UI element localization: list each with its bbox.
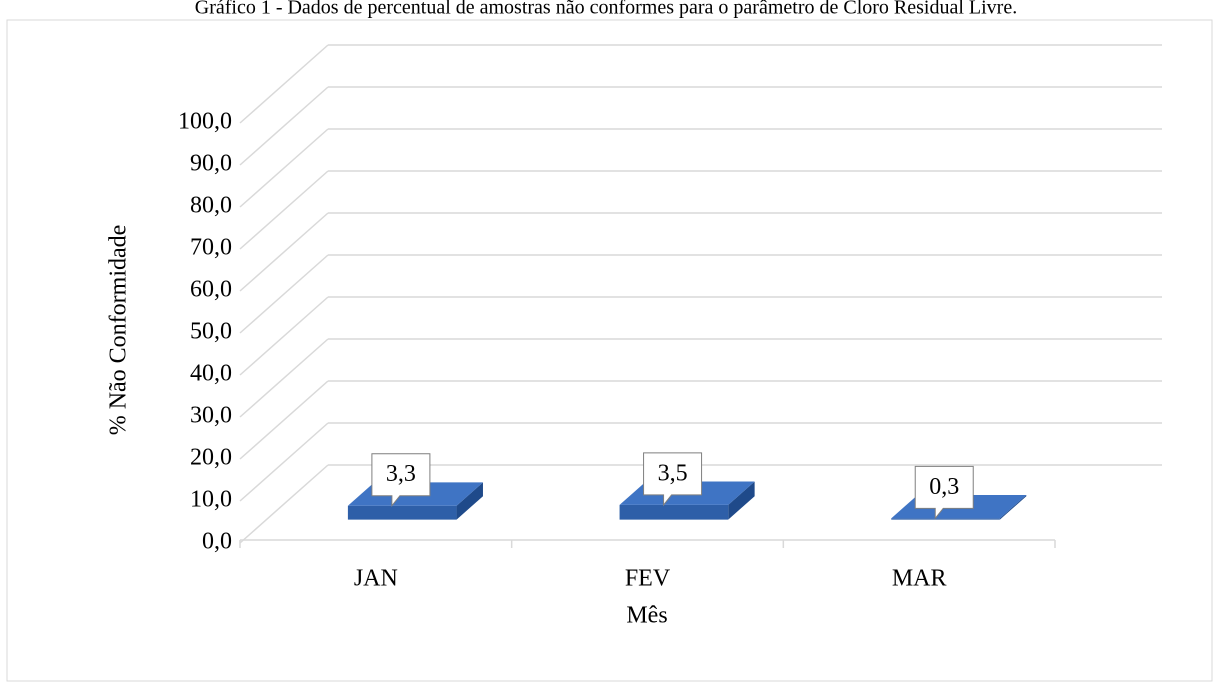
y-tick-label: 20,0 <box>190 445 232 471</box>
chart-border <box>6 19 1213 682</box>
x-tick-label: JAN <box>354 566 398 592</box>
bar-side <box>456 482 483 520</box>
bar-front <box>347 505 457 520</box>
value-label-box <box>643 452 703 507</box>
bar-side <box>728 481 755 520</box>
y-tick-label: 30,0 <box>190 403 232 429</box>
grid-line <box>239 296 329 376</box>
grid-line <box>239 44 329 124</box>
grid-line <box>239 464 329 544</box>
y-tick-label: 0,0 <box>202 529 232 555</box>
value-label: 3,3 <box>386 461 416 487</box>
grid-line <box>239 170 329 250</box>
bar-front <box>619 504 729 520</box>
grid-line <box>239 338 329 418</box>
y-tick-label: 40,0 <box>190 361 232 387</box>
grid-line <box>239 128 329 208</box>
y-tick-label: 80,0 <box>190 193 232 219</box>
value-label: 0,3 <box>929 474 959 500</box>
x-tick-label: MAR <box>892 566 947 592</box>
y-tick-label: 70,0 <box>190 235 232 261</box>
grid-line <box>239 86 329 166</box>
grid-line <box>239 422 329 502</box>
x-axis-label: Mês <box>626 603 667 629</box>
value-label: 3,5 <box>658 460 688 486</box>
grid-line <box>239 254 329 334</box>
y-tick-label: 90,0 <box>190 151 232 177</box>
bar-front <box>891 518 1000 520</box>
y-tick-label: 60,0 <box>190 277 232 303</box>
grid-line <box>239 380 329 460</box>
chart-title: Gráfico 1 - Dados de percentual de amost… <box>195 0 1017 19</box>
bar-side <box>999 494 1027 520</box>
grid-line <box>239 212 329 292</box>
y-tick-label: 10,0 <box>190 487 232 513</box>
y-tick-label: 100,0 <box>178 109 232 135</box>
x-tick-label: FEV <box>625 566 671 592</box>
value-label-box <box>914 465 974 520</box>
y-axis-label: % Não Conformidade <box>106 225 132 436</box>
y-tick-label: 50,0 <box>190 319 232 345</box>
value-label-box <box>371 453 431 508</box>
